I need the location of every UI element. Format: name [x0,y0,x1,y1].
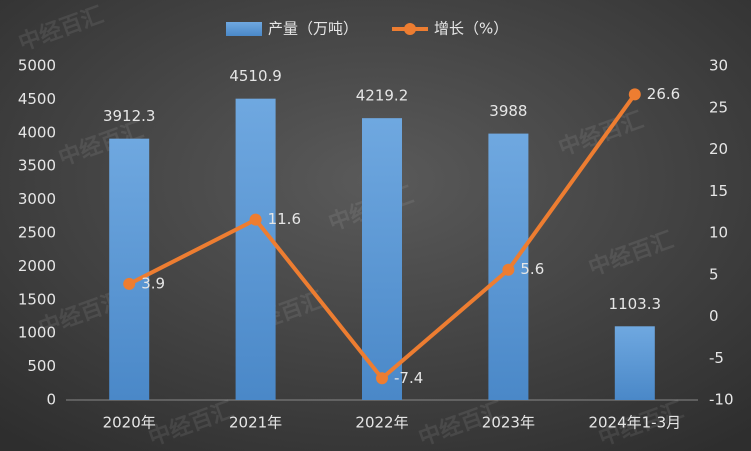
value-label: 3.9 [141,274,165,292]
x-tick-label: 2022年 [355,414,408,432]
y-tick-label: 4500 [18,90,56,108]
value-label: 26.6 [647,85,680,103]
legend-label: 增长（%） [434,20,508,38]
line-point [502,263,515,276]
line-point [123,277,136,290]
bar [109,138,150,400]
line-point [628,88,641,101]
y-tick-label: 3500 [18,157,56,175]
x-tick-label: 2020年 [103,414,156,432]
y2-tick-label: 15 [709,182,728,200]
y-tick-label: 2500 [18,224,56,242]
y2-tick-label: 30 [709,57,728,75]
y2-tick-label: 25 [709,98,728,116]
y2-tick-label: 0 [709,307,719,325]
value-label: 3912.3 [103,107,156,125]
y-tick-label: 1500 [18,290,56,308]
value-label: 3988 [489,102,527,120]
y2-tick-label: -5 [709,349,724,367]
y-tick-label: 3000 [18,190,56,208]
y2-tick-label: 20 [709,140,728,158]
value-label: -7.4 [394,369,423,387]
y-tick-label: 5000 [18,57,56,75]
y-tick-label: 0 [46,391,56,409]
x-tick-label: 2021年 [229,414,282,432]
line-point [249,213,262,226]
value-label: 4219.2 [356,87,409,105]
bar [235,98,276,401]
y2-tick-label: -10 [709,391,734,409]
bar [614,326,655,400]
y-tick-label: 2000 [18,257,56,275]
legend-swatch [404,23,416,35]
x-tick-label: 2024年1-3月 [588,414,681,432]
y-tick-label: 500 [27,357,56,375]
value-label: 4510.9 [229,67,282,85]
y-tick-label: 1000 [18,324,56,342]
legend-swatch [226,22,262,36]
value-label: 1103.3 [609,295,662,313]
y2-tick-label: 10 [709,224,728,242]
legend-label: 产量（万吨） [268,20,358,38]
y2-tick-label: 5 [709,265,719,283]
value-label: 5.6 [520,260,544,278]
value-label: 11.6 [268,210,301,228]
bar [362,118,402,400]
line-point [376,372,388,385]
y-tick-label: 4000 [18,123,56,141]
x-tick-label: 2023年 [482,414,535,432]
